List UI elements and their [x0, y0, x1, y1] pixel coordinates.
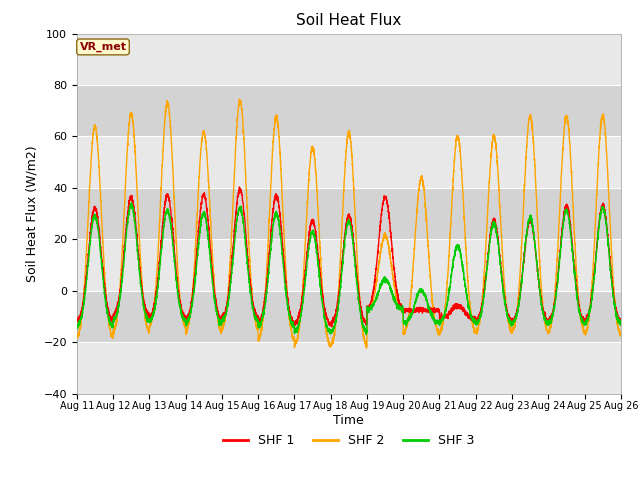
Text: VR_met: VR_met — [79, 42, 127, 52]
Y-axis label: Soil Heat Flux (W/m2): Soil Heat Flux (W/m2) — [25, 145, 38, 282]
Bar — [77, 85, 621, 136]
X-axis label: Time: Time — [333, 414, 364, 427]
Bar — [77, 291, 621, 342]
Bar — [77, 188, 621, 240]
Bar — [77, 34, 621, 85]
Bar — [77, 342, 621, 394]
Bar — [77, 240, 621, 291]
Bar — [77, 136, 621, 188]
Title: Soil Heat Flux: Soil Heat Flux — [296, 13, 401, 28]
Legend: SHF 1, SHF 2, SHF 3: SHF 1, SHF 2, SHF 3 — [218, 429, 479, 452]
